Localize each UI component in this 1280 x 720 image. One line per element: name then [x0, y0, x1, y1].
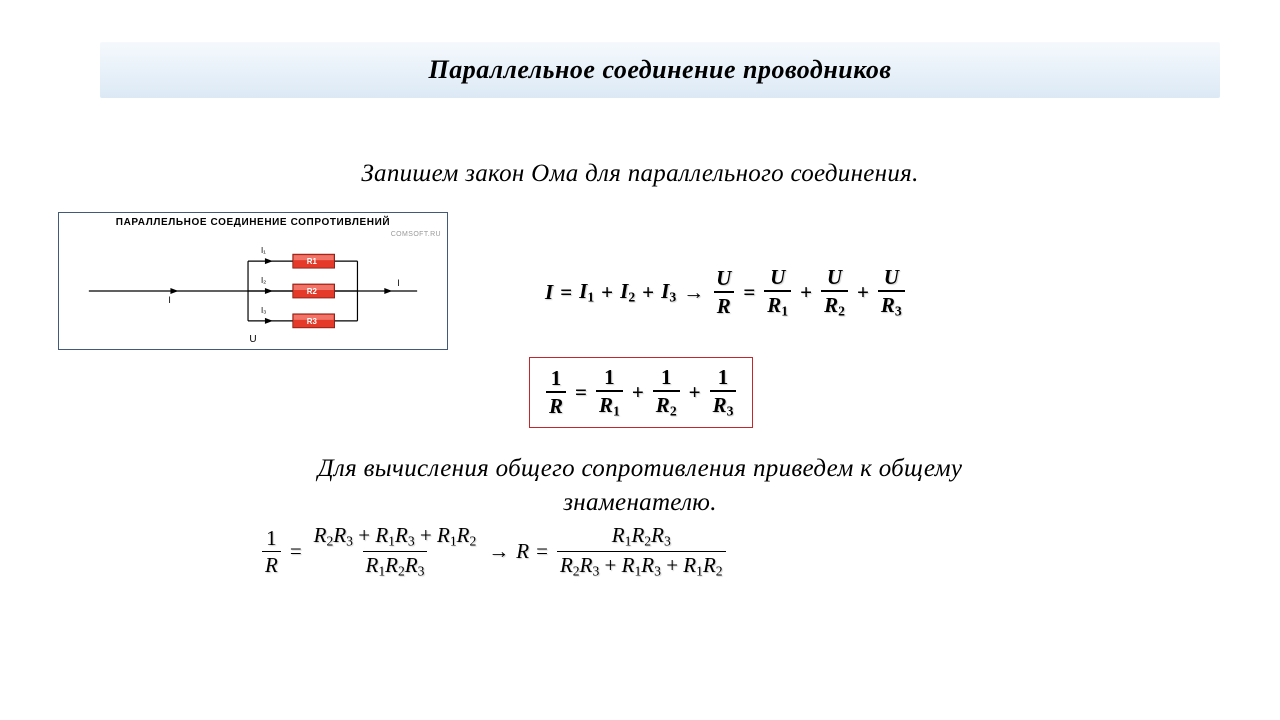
svg-text:R2: R2 [307, 287, 318, 296]
frac: UR2 [821, 266, 848, 319]
sym: R [516, 539, 529, 564]
title-bar: Параллельное соединение проводников [100, 42, 1220, 98]
frac: 1R1 [596, 366, 623, 419]
frac: 1R2 [653, 366, 680, 419]
op: = [560, 280, 572, 305]
diagram-u-label: U [59, 334, 447, 345]
sym: I1 [579, 279, 594, 305]
op: + [689, 380, 701, 405]
frac: UR1 [764, 266, 791, 319]
svg-text:R1: R1 [307, 257, 318, 266]
frac: R2R3 + R1R3 + R1R2 R1R2R3 [311, 524, 480, 578]
diagram-source: COMSOFT.RU [391, 231, 441, 238]
svg-text:I₂: I₂ [261, 276, 266, 285]
op: = [575, 380, 587, 405]
svg-text:R3: R3 [307, 317, 318, 326]
svg-text:I₃: I₃ [261, 306, 266, 315]
arrow: → [683, 280, 704, 305]
diagram-caption: ПАРАЛЛЕЛЬНОЕ СОЕДИНЕНИЕ СОПРОТИВЛЕНИЙ [59, 217, 447, 228]
op: + [800, 280, 812, 305]
sym: I2 [620, 279, 635, 305]
subtitle-1: Запишем закон Ома для параллельного соед… [0, 160, 1280, 188]
frac: UR [713, 267, 734, 317]
frac: UR3 [878, 266, 905, 319]
subtitle-2-line2: знаменателю. [563, 489, 717, 516]
frac: R1R2R3 R2R3 + R1R3 + R1R2 [557, 524, 726, 578]
circuit-diagram: ПАРАЛЛЕЛЬНОЕ СОЕДИНЕНИЕ СОПРОТИВЛЕНИЙ CO… [58, 212, 448, 350]
formula-resistance-reciprocal: 1R = 1R1 + 1R2 + 1R3 [530, 358, 752, 427]
frac: 1R [262, 527, 281, 576]
sym: I3 [661, 279, 676, 305]
op: = [290, 539, 302, 564]
frac: 1R [546, 367, 566, 417]
op: + [632, 380, 644, 405]
formula-common-denominator: 1R = R2R3 + R1R3 + R1R2 R1R2R3 → R = R1R… [260, 524, 728, 578]
op: = [536, 539, 548, 564]
op: + [601, 280, 613, 305]
op: + [857, 280, 869, 305]
svg-text:I₁: I₁ [261, 246, 266, 255]
frac: 1R3 [710, 366, 737, 419]
svg-text:I: I [168, 295, 170, 305]
op: = [743, 280, 755, 305]
page-title: Параллельное соединение проводников [428, 55, 891, 85]
circuit-svg: I I₁ R1 I₂ R2 I₃ R3 I [59, 241, 447, 341]
arrow: → [488, 539, 509, 564]
formula-current-sum: I = I1 + I2 + I3 → UR = UR1 + UR2 + UR3 [545, 266, 907, 319]
sym: I [545, 280, 553, 305]
subtitle-2: Для вычисления общего сопротивления прив… [0, 452, 1280, 520]
subtitle-2-line1: Для вычисления общего сопротивления прив… [318, 455, 963, 482]
svg-text:I: I [397, 278, 399, 288]
op: + [642, 280, 654, 305]
